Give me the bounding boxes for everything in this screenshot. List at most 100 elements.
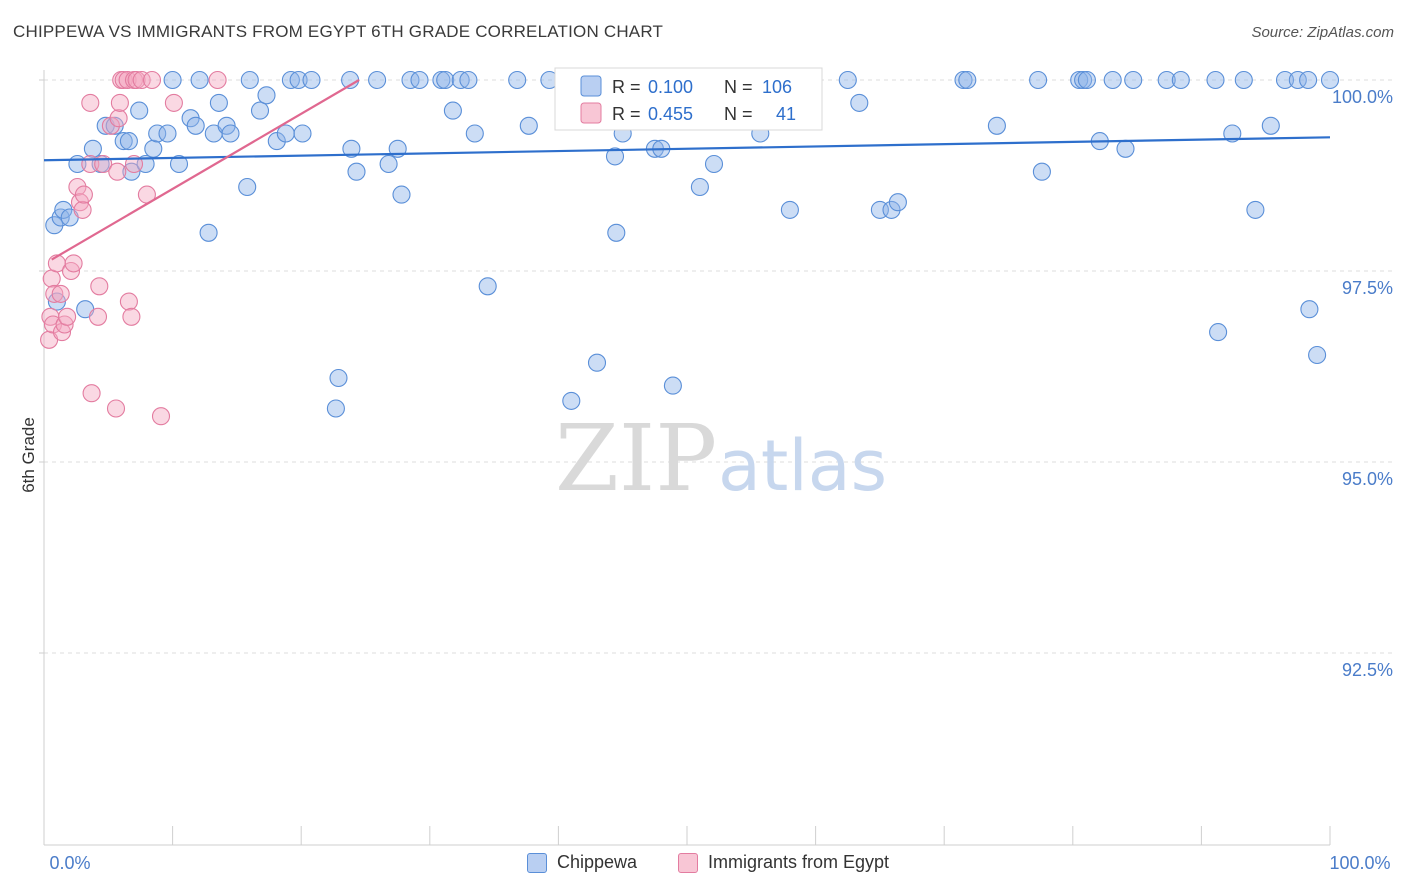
legend-item-egypt[interactable]: Immigrants from Egypt [678,852,889,873]
chippewa-point [281,70,300,90]
chippewa-point [1246,200,1265,219]
chippewa-point [199,223,218,242]
chippewa-point [1299,70,1318,90]
y-tick-labels: 100.0% 97.5% 95.0% 92.5% [1332,87,1393,680]
egypt-point [51,284,70,303]
chippewa-point [508,70,527,90]
chippewa-point [987,116,1006,135]
stats-r-label-egypt: R = [612,104,641,124]
legend-swatch-egypt [678,852,698,873]
chippewa-point [240,70,259,90]
chippewa-point [1223,124,1242,143]
egypt-point [45,284,64,303]
egypt-point [142,70,162,90]
chippewa-point [605,147,625,166]
chippewa-point [238,177,257,197]
chippewa-point [1234,70,1253,90]
egypt-point [101,116,120,135]
stats-legend: R = 0.100 N = 106 R = 0.455 N = 41 [554,67,823,131]
chart-title: CHIPPEWA VS IMMIGRANTS FROM EGYPT 6TH GR… [13,22,664,41]
source-credit: Source: ZipAtlas.com [1251,24,1394,41]
chippewa-point [1209,323,1228,342]
chippewa-point [289,70,308,90]
chippewa-point [293,124,312,143]
x-tick-label-max: 100.0% [1329,853,1390,873]
egypt-point [127,70,146,90]
chippewa-point [250,101,270,120]
chippewa-point [1275,70,1295,90]
stats-n-label-chippewa: N = [724,77,753,97]
chippewa-point [780,200,799,219]
chippewa-point [83,139,102,158]
egypt-point [151,407,171,426]
chippewa-point [1074,70,1093,90]
egypt-point [122,307,141,326]
chippewa-point [1157,70,1176,90]
chippewa-point [148,124,167,143]
chippewa-point [1077,70,1096,90]
chippewa-point [114,132,133,151]
x-tick-label-min: 0.0% [49,853,90,873]
chippewa-point [1103,70,1122,90]
chippewa-point [1300,300,1319,319]
chippewa-point [326,399,345,418]
chippewa-point [432,70,451,90]
egypt-point [74,185,93,204]
chippewa-point [954,70,973,90]
egypt-point [58,307,77,326]
chippewa-point [850,93,869,112]
chippewa-point [1261,116,1280,135]
egypt-point [132,70,151,90]
stats-r-value-egypt: 0.455 [648,104,693,124]
stats-r-value-chippewa: 0.100 [648,77,693,97]
legend-swatch-chippewa [527,852,547,873]
stats-n-value-egypt: 41 [776,104,796,124]
chippewa-point [958,70,977,90]
y-axis-label: 6th Grade [19,417,38,493]
chippewa-point [443,101,462,120]
egypt-point [90,277,109,296]
legend-label-chippewa: Chippewa [557,852,638,872]
y-tick-label: 97.5% [1342,278,1393,298]
legend-item-chippewa[interactable]: Chippewa [527,852,637,873]
chippewa-point [690,177,709,197]
chippewa-point [1171,70,1190,90]
chippewa-point [329,368,348,388]
chippewa-point [186,116,205,135]
chippewa-point [465,124,484,143]
bottom-legend: Chippewa Immigrants from Egypt [0,852,1406,878]
stats-n-label-egypt: N = [724,104,753,124]
egypt-trend-line [51,79,360,261]
chippewa-point [163,70,182,90]
egypt-point [109,109,128,128]
chippewa-point [663,376,682,395]
chippewa-point [130,101,149,120]
chippewa-point [1288,70,1307,90]
egypt-point [42,269,61,288]
egypt-point [68,177,87,197]
chippewa-point [209,93,228,112]
chippewa-point [519,116,538,135]
egypt-point [208,70,227,90]
watermark: ZIP atlas [555,405,887,512]
egypt-point [73,200,92,219]
chippewa-point [562,391,581,410]
chippewa-point [302,70,321,90]
chippewa-point [342,139,361,158]
chippewa-point [1029,70,1048,90]
chippewa-point [221,124,240,143]
chippewa-point [158,124,177,143]
legend-label-egypt: Immigrants from Egypt [708,852,890,872]
chippewa-point [587,353,607,372]
chippewa-point [607,223,626,242]
chippewa-point [1070,70,1089,90]
chippewa-point [451,70,470,90]
chippewa-point [347,162,366,181]
chippewa-point [379,154,398,174]
chippewa-point [1032,162,1051,181]
chippewa-point [119,132,138,151]
y-tick-label: 92.5% [1342,660,1393,680]
egypt-point [110,93,129,112]
y-tick-label: 95.0% [1342,469,1393,489]
